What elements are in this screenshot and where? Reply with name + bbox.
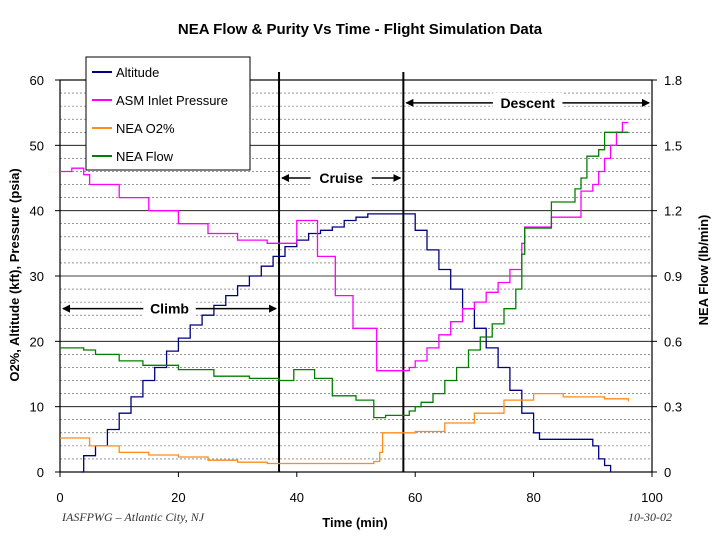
series-line-asm-inlet-pressure — [60, 121, 629, 372]
annotation-bg — [310, 168, 372, 188]
annotation-label: Descent — [500, 95, 555, 111]
y2-tick-label: 1.8 — [664, 73, 682, 88]
y2-tick-label: 1.5 — [664, 138, 682, 153]
y-tick-label: 0 — [37, 465, 44, 480]
chart-title: NEA Flow & Purity Vs Time - Flight Simul… — [178, 21, 543, 38]
legend-label: Altitude — [116, 65, 159, 80]
series-line-nea-o2- — [60, 392, 629, 465]
y-tick-label: 10 — [30, 400, 44, 415]
legend-label: ASM Inlet Pressure — [116, 93, 228, 108]
y2-tick-label: 0.6 — [664, 334, 682, 349]
x-tick-label: 20 — [171, 490, 185, 505]
annotation-label: Climb — [150, 301, 189, 317]
left-axis-ticks: 0 10 20 30 40 50 60 — [30, 73, 60, 480]
footer-right: 10-30-02 — [628, 510, 672, 524]
phase-lines — [278, 72, 405, 472]
x-axis-ticks: 0 20 40 60 80 100 — [56, 472, 663, 505]
y-tick-label: 60 — [30, 73, 44, 88]
y-axis-label: O2%, Altitude (kft), Pressure (psia) — [7, 168, 22, 381]
x-tick-label: 80 — [526, 490, 540, 505]
y2-tick-label: 0.3 — [664, 400, 682, 415]
annotation-label: Cruise — [319, 170, 363, 186]
legend-label: NEA O2% — [116, 121, 175, 136]
x-tick-label: 40 — [290, 490, 304, 505]
annotation-bg — [492, 92, 563, 113]
right-axis-ticks: 0 0.3 0.6 0.9 1.2 1.5 1.8 — [652, 73, 682, 480]
footer-left: IASFPWG – Atlantic City, NJ — [61, 510, 205, 524]
phase-annotations: Climb Cruise Descent — [62, 92, 650, 319]
y-tick-label: 30 — [30, 269, 44, 284]
y2-tick-label: 0.9 — [664, 269, 682, 284]
y2-tick-label: 0 — [664, 465, 671, 480]
y2-axis-label: NEA Flow (lb/min) — [696, 215, 711, 326]
legend-box — [85, 56, 251, 171]
x-tick-label: 100 — [641, 490, 663, 505]
series-line-altitude — [80, 213, 612, 473]
y2-tick-label: 1.2 — [664, 204, 682, 219]
y-tick-label: 40 — [30, 204, 44, 219]
legend-label: NEA Flow — [116, 149, 174, 164]
series-layer — [60, 121, 629, 473]
legend: Altitude ASM Inlet Pressure NEA O2% NEA Flo… — [85, 56, 251, 171]
annotation-bg — [143, 298, 196, 319]
x-axis-label: Time (min) — [322, 515, 388, 530]
x-tick-label: 60 — [408, 490, 422, 505]
series-line-nea-flow — [60, 131, 629, 419]
y-tick-label: 50 — [30, 138, 44, 153]
x-tick-label: 0 — [56, 490, 63, 505]
y-tick-label: 20 — [30, 334, 44, 349]
